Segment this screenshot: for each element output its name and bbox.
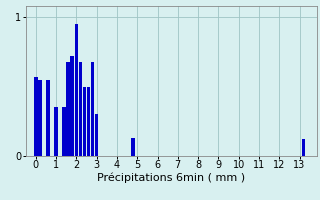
Bar [131,138,135,156]
Bar [54,107,58,156]
Bar [83,87,86,156]
Bar [91,62,94,156]
Bar [95,114,99,156]
Bar [34,77,37,156]
Bar [38,80,42,156]
Bar [62,107,66,156]
Bar [70,56,74,156]
Bar [75,24,78,156]
Bar [79,62,82,156]
Bar [66,62,70,156]
Bar [46,80,50,156]
Bar [87,87,90,156]
X-axis label: Précipitations 6min ( mm ): Précipitations 6min ( mm ) [97,173,245,183]
Bar [302,139,305,156]
